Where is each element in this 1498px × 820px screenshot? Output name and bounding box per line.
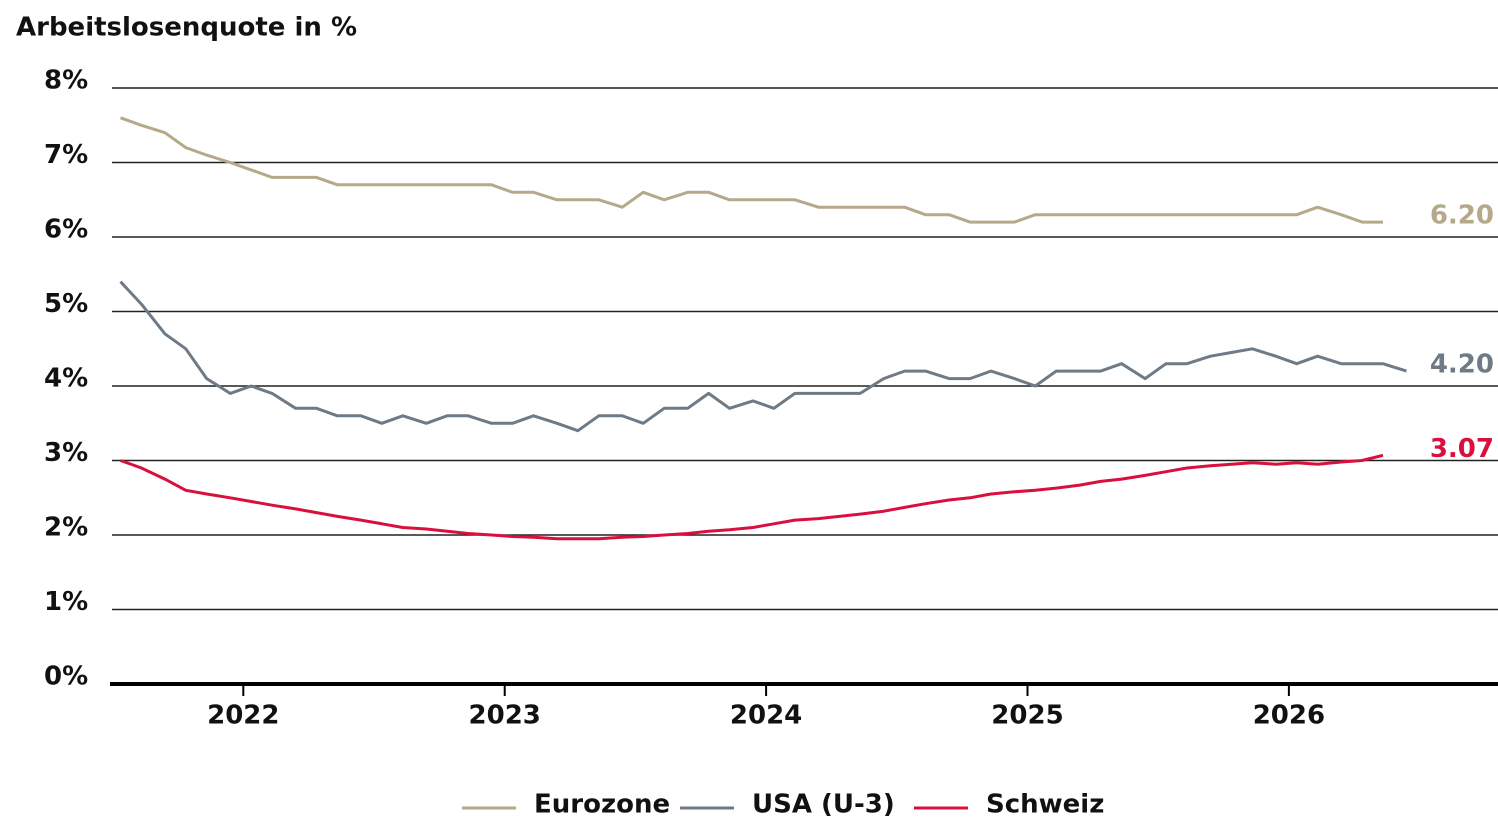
x-tick-label: 2022 <box>207 701 279 731</box>
end-label: 3.07 <box>1430 434 1494 464</box>
chart-title: Arbeitslosenquote in % <box>16 13 357 43</box>
y-tick-label: 1% <box>44 587 88 617</box>
y-tick-label: 0% <box>44 662 88 692</box>
y-tick-label: 5% <box>44 289 88 319</box>
legend-label: USA (U-3) <box>752 790 895 820</box>
y-tick-label: 3% <box>44 438 88 468</box>
x-tick-label: 2026 <box>1253 701 1325 731</box>
y-tick-label: 4% <box>44 364 88 394</box>
series-line <box>119 453 1384 541</box>
x-tick-label: 2024 <box>730 701 802 731</box>
legend-label: Eurozone <box>534 790 670 820</box>
end-label: 6.20 <box>1430 201 1494 231</box>
series-line <box>119 280 1407 433</box>
y-tick-label: 6% <box>44 215 88 245</box>
x-tick-label: 2023 <box>469 701 541 731</box>
y-tick-label: 7% <box>44 140 88 170</box>
y-tick-label: 2% <box>44 513 88 543</box>
y-tick-label: 8% <box>44 66 88 96</box>
end-label: 4.20 <box>1430 350 1494 380</box>
legend-label: Schweiz <box>986 790 1104 820</box>
x-tick-label: 2025 <box>991 701 1063 731</box>
series-line <box>119 116 1383 224</box>
